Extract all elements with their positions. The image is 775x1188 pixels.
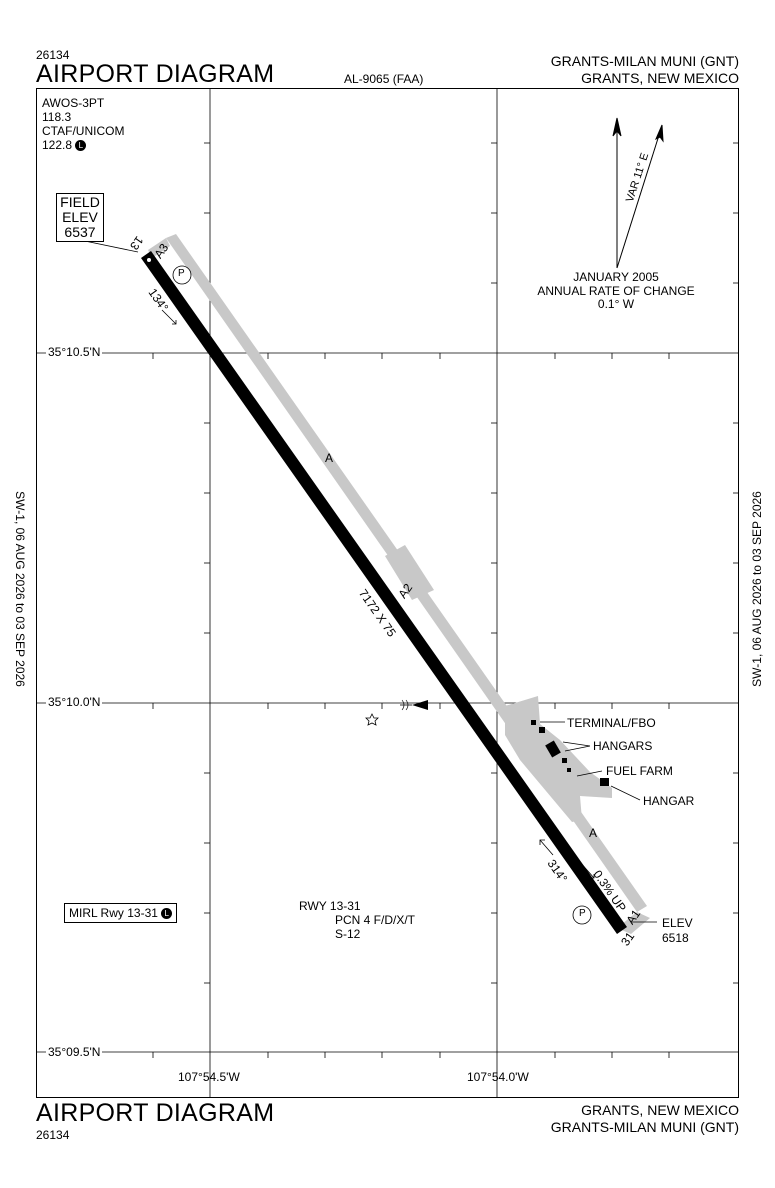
runway-31-elev-label: ELEV bbox=[662, 916, 693, 930]
location-top: GRANTS, NEW MEXICO bbox=[581, 70, 739, 86]
ctaf-freq: 122.8 L bbox=[42, 138, 87, 152]
leader-lines bbox=[79, 239, 657, 923]
parking-p-right: P bbox=[579, 908, 586, 919]
rwy-pcn: PCN 4 F/D/X/T bbox=[335, 913, 416, 927]
magnetic-rate-value: 0.1° W bbox=[597, 297, 635, 311]
magnetic-date: JANUARY 2005 bbox=[573, 270, 659, 284]
procedure-number-bottom: 26134 bbox=[36, 1128, 70, 1142]
magnetic-rate-label: ANNUAL RATE OF CHANGE bbox=[537, 284, 695, 298]
hangar-label: HANGAR bbox=[643, 794, 695, 808]
beacon-icon bbox=[365, 713, 379, 726]
parking-p-left: P bbox=[178, 268, 185, 279]
field-elev-label-2: ELEV bbox=[62, 209, 98, 225]
airport-name-bottom: GRANTS-MILAN MUNI (GNT) bbox=[550, 1119, 739, 1135]
parking-symbols bbox=[172, 265, 592, 925]
field-elev-label-1: FIELD bbox=[60, 194, 100, 210]
mirl-box: MIRL Rwy 13-31 L bbox=[64, 903, 178, 923]
lat-bot-label: 35°09.5'N bbox=[46, 1045, 103, 1059]
location-bottom: GRANTS, NEW MEXICO bbox=[581, 1102, 739, 1118]
page-title: AIRPORT DIAGRAM bbox=[36, 60, 275, 88]
taxiway-a-label-lower: A bbox=[589, 826, 598, 840]
terminal-label: TERMINAL/FBO bbox=[567, 716, 656, 730]
ctaf-freq-value: 122.8 bbox=[42, 138, 73, 152]
lon-left-label: 107°54.5'W bbox=[178, 1070, 240, 1084]
buildings bbox=[531, 720, 609, 786]
chart-id: AL-9065 (FAA) bbox=[344, 72, 424, 86]
wind-cone-icon bbox=[400, 699, 428, 711]
diagram-frame bbox=[36, 88, 739, 1098]
awos-label: AWOS-3PT bbox=[42, 96, 105, 110]
heading-arrows bbox=[161, 309, 595, 879]
mirl-label: MIRL Rwy 13-31 bbox=[69, 906, 158, 920]
field-elev-value: 6537 bbox=[64, 224, 96, 240]
ctaf-label: CTAF/UNICOM bbox=[42, 124, 125, 138]
lat-ticks bbox=[204, 142, 739, 984]
taxiway-a bbox=[148, 234, 650, 934]
runway-13-elev-dot bbox=[147, 258, 151, 262]
runway-31-elev-value: 6518 bbox=[662, 931, 689, 945]
mirl-lighting-icon: L bbox=[161, 908, 173, 920]
field-elev-box: FIELD ELEV 6537 bbox=[56, 193, 104, 242]
apron bbox=[505, 696, 612, 822]
lat-top-label: 35°10.5'N bbox=[46, 345, 103, 359]
runway-13-31 bbox=[141, 251, 627, 934]
rwy-strength: S-12 bbox=[335, 927, 361, 941]
awos-freq: 118.3 bbox=[42, 110, 72, 124]
taxiway-a-label-upper: A bbox=[325, 451, 334, 465]
magnetic-arrows bbox=[612, 117, 664, 269]
procedure-number-top: 26134 bbox=[36, 48, 70, 62]
airport-name-top: GRANTS-MILAN MUNI (GNT) bbox=[550, 53, 739, 69]
footer-title: AIRPORT DIAGRAM bbox=[36, 1099, 275, 1127]
fuel-farm-label: FUEL FARM bbox=[606, 764, 673, 778]
lon-right-label: 107°54.0'W bbox=[467, 1070, 529, 1084]
lighting-l-icon: L bbox=[75, 140, 87, 152]
lon-ticks bbox=[94, 353, 670, 1058]
hangars-label: HANGARS bbox=[593, 739, 653, 753]
lat-mid-label: 35°10.0'N bbox=[46, 695, 103, 709]
rwy-info-label: RWY 13-31 bbox=[299, 899, 361, 913]
